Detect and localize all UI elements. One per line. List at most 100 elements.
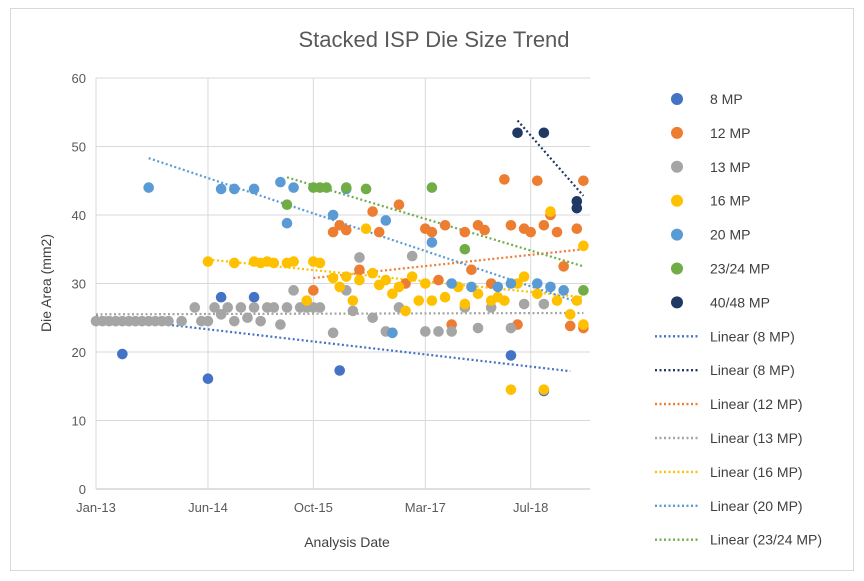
- data-point: [505, 350, 517, 361]
- data-point: [275, 176, 286, 188]
- data-point: [327, 226, 339, 238]
- data-point: [420, 326, 431, 337]
- data-point: [558, 261, 569, 272]
- data-point: [406, 250, 418, 262]
- data-point: [367, 206, 378, 217]
- data-point: [314, 302, 326, 313]
- data-point: [578, 240, 589, 252]
- legend-label: 23/24 MP: [710, 261, 770, 277]
- data-point: [525, 226, 537, 238]
- data-point: [439, 291, 451, 303]
- legend-marker: [671, 262, 683, 275]
- data-point: [472, 322, 484, 334]
- data-point: [268, 302, 280, 313]
- data-point: [360, 223, 372, 234]
- data-point: [340, 224, 352, 236]
- data-point: [354, 264, 365, 276]
- trendline: [516, 119, 585, 197]
- trendline: [95, 311, 584, 316]
- y-axis-title: Die Area (mm2): [38, 234, 54, 332]
- data-point: [367, 267, 378, 279]
- data-point: [327, 209, 339, 221]
- data-point: [413, 295, 425, 306]
- y-axis-ticks: 0 10 20 30 40 50 60: [72, 71, 86, 497]
- data-point: [209, 302, 220, 313]
- data-point: [426, 226, 438, 238]
- data-point: [446, 278, 457, 289]
- data-point: [202, 256, 214, 267]
- data-point: [314, 257, 326, 269]
- data-point: [367, 312, 378, 324]
- y-tick-label: 50: [72, 140, 86, 155]
- data-point: [288, 285, 299, 296]
- data-point: [538, 384, 550, 395]
- data-point: [327, 272, 339, 284]
- data-point: [334, 281, 346, 293]
- data-point: [558, 285, 569, 296]
- data-point: [321, 182, 332, 193]
- data-point: [499, 174, 510, 185]
- data-point: [538, 298, 550, 310]
- data-point: [518, 298, 530, 310]
- data-point: [532, 175, 543, 187]
- data-point: [426, 182, 438, 193]
- data-point: [492, 281, 504, 293]
- data-point: [229, 257, 240, 269]
- data-point: [578, 319, 589, 330]
- y-tick-label: 0: [79, 482, 86, 497]
- data-point: [176, 315, 187, 327]
- legend-label: Linear (13 MP): [710, 430, 803, 446]
- legend-label: 16 MP: [710, 193, 750, 209]
- legend-label: 12 MP: [710, 125, 750, 141]
- data-point: [380, 215, 392, 226]
- data-point: [571, 295, 583, 306]
- trendline: [286, 176, 584, 268]
- data-point: [578, 285, 589, 296]
- chart-title: Stacked ISP Die Size Trend: [298, 27, 569, 52]
- data-point: [505, 219, 517, 231]
- y-tick-label: 10: [72, 414, 86, 429]
- data-point: [248, 291, 260, 303]
- data-point: [426, 295, 438, 306]
- data-point: [340, 271, 352, 282]
- legend-marker: [671, 126, 683, 139]
- legend-marker: [671, 228, 683, 241]
- chart-frame: [10, 8, 854, 571]
- data-point: [268, 257, 280, 269]
- data-point: [308, 285, 319, 296]
- data-point: [459, 243, 471, 255]
- trendline: [95, 315, 571, 373]
- data-point: [242, 312, 253, 324]
- x-tick-label: Mar-17: [405, 500, 446, 515]
- data-point: [459, 226, 471, 238]
- x-axis-ticks: Jan-13 Jun-14 Oct-15 Mar-17 Jul-18: [76, 500, 548, 515]
- y-tick-label: 60: [72, 71, 86, 86]
- data-point: [143, 182, 154, 193]
- data-point: [347, 305, 359, 317]
- data-point: [420, 278, 431, 289]
- data-point: [400, 305, 411, 317]
- data-point: [433, 326, 444, 337]
- legend-label: Linear (8 MP): [710, 328, 795, 344]
- y-tick-label: 40: [72, 208, 86, 223]
- data-point: [202, 373, 214, 385]
- data-point: [551, 295, 563, 306]
- legend-label: 8 MP: [710, 91, 743, 107]
- data-point: [189, 302, 201, 313]
- data-point: [354, 274, 365, 286]
- data-point: [505, 278, 517, 289]
- data-point: [229, 315, 240, 327]
- x-tick-label: Oct-15: [294, 500, 333, 515]
- data-point: [248, 183, 260, 195]
- data-point: [215, 291, 227, 303]
- data-point: [538, 127, 550, 139]
- data-point: [466, 281, 477, 293]
- data-point: [255, 315, 266, 327]
- data-point: [281, 217, 293, 229]
- data-point: [235, 302, 247, 313]
- legend-label: 13 MP: [710, 159, 750, 175]
- data-point: [499, 295, 510, 306]
- data-point: [347, 295, 359, 306]
- data-point: [288, 256, 299, 267]
- legend-label: 40/48 MP: [710, 294, 770, 310]
